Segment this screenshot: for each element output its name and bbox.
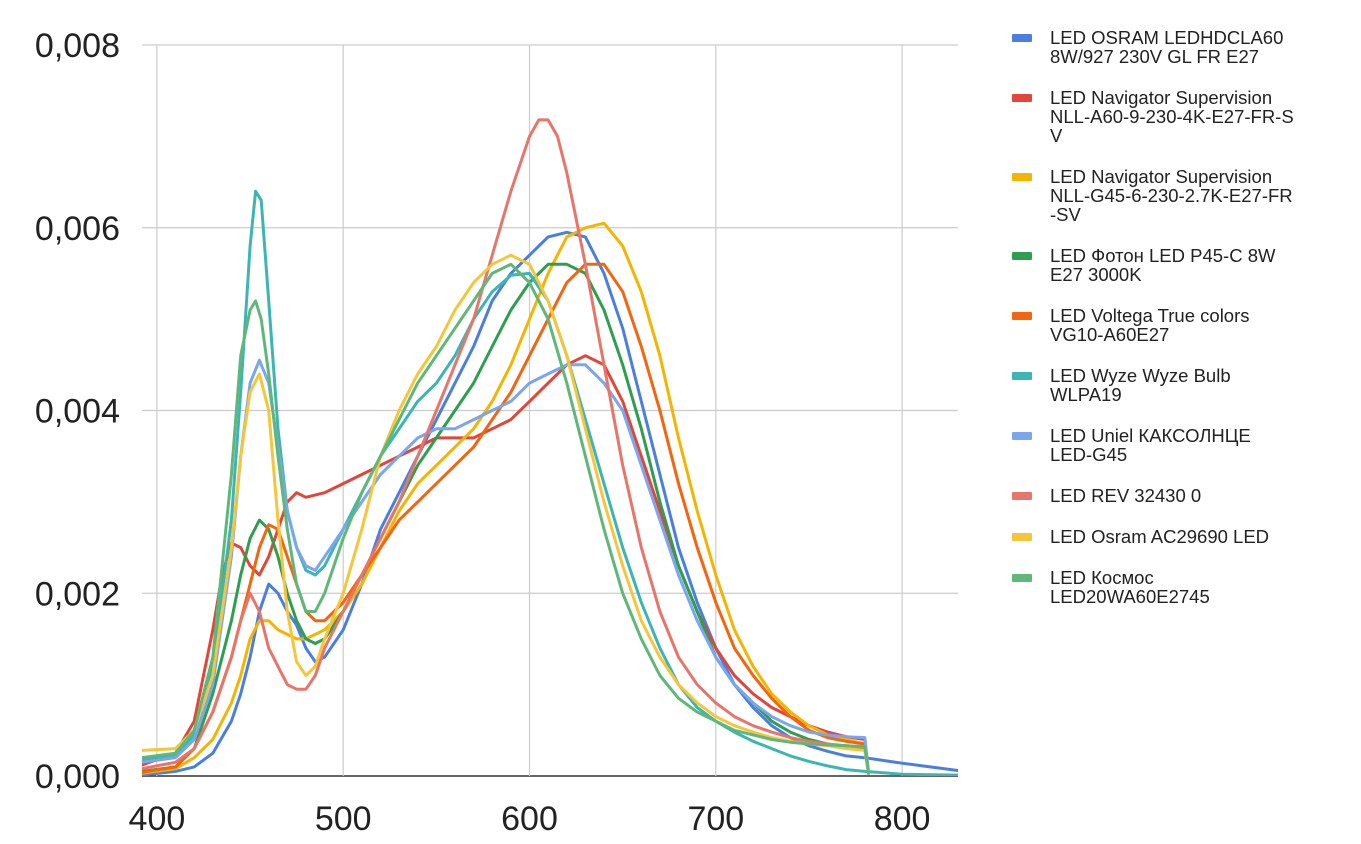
- legend-swatch: [1012, 312, 1032, 320]
- legend-swatch: [1012, 574, 1032, 582]
- grid-lines: [142, 44, 958, 777]
- legend-swatch: [1012, 252, 1032, 260]
- legend-label: LED OSRAM LEDHDCLA60: [1050, 27, 1283, 48]
- legend-label: NLL-G45-6-230-2.7K-E27-FR: [1050, 185, 1293, 206]
- legend-label: LED Osram AC29690 LED: [1050, 526, 1269, 547]
- legend-swatch: [1012, 94, 1032, 102]
- legend-swatch: [1012, 34, 1032, 42]
- series-line-9: [142, 253, 871, 775]
- series-line-6: [142, 189, 958, 776]
- legend-item-9[interactable]: LED Osram AC29690 LED: [1012, 526, 1269, 547]
- legend-label: LED Wyze Wyze Bulb: [1050, 365, 1231, 386]
- legend-item-8[interactable]: LED REV 32430 0: [1012, 485, 1201, 506]
- legend-label: NLL-A60-9-230-4K-E27-FR-S: [1050, 106, 1294, 127]
- y-tick-label: 0,000: [35, 758, 120, 796]
- legend-label: 8W/927 230V GL FR E27: [1050, 46, 1259, 67]
- legend-label: VG10-A60E27: [1050, 324, 1169, 345]
- legend-swatch: [1012, 173, 1032, 181]
- legend-label: V: [1050, 125, 1063, 146]
- legend-swatch: [1012, 533, 1032, 541]
- y-tick-label: 0,004: [35, 393, 120, 431]
- legend-label: LED Navigator Supervision: [1050, 166, 1272, 187]
- x-tick-label: 500: [315, 800, 372, 838]
- legend-label: LED Navigator Supervision: [1050, 87, 1272, 108]
- legend-label: LED Uniel КАКСОЛНЦЕ: [1050, 425, 1251, 446]
- legend-label: E27 3000K: [1050, 264, 1142, 285]
- legend-label: LED-G45: [1050, 444, 1127, 465]
- series-line-5: [142, 262, 871, 775]
- legend-swatch: [1012, 372, 1032, 380]
- legend-item-2[interactable]: LED Navigator SupervisionNLL-A60-9-230-4…: [1012, 87, 1294, 146]
- series-line-7: [142, 358, 871, 775]
- axis-tick-labels: 0,000 0,002 0,004 0,006 0,008 400 500 600 700 800: [35, 27, 931, 838]
- legend-swatch: [1012, 432, 1032, 440]
- legend-swatch: [1012, 492, 1032, 500]
- legend-label: LED Фотон LED P45-C 8W: [1050, 245, 1276, 266]
- x-tick-label: 400: [129, 800, 186, 838]
- y-tick-label: 0,008: [35, 27, 120, 65]
- legend-label: LED REV 32430 0: [1050, 485, 1201, 506]
- legend-label: LED Voltega True colors: [1050, 305, 1250, 326]
- x-tick-label: 800: [874, 800, 931, 838]
- legend-label: -SV: [1050, 204, 1082, 225]
- x-tick-label: 600: [501, 800, 558, 838]
- x-tick-label: 700: [687, 800, 744, 838]
- series-lines: [142, 118, 958, 776]
- series-line-8: [142, 118, 871, 775]
- legend-label: LED Космос: [1050, 567, 1154, 588]
- y-tick-label: 0,002: [35, 575, 120, 613]
- legend-label: LED20WA60E2745: [1050, 586, 1210, 607]
- series-line-10: [142, 262, 871, 775]
- legend-label: WLPA19: [1050, 384, 1122, 405]
- y-tick-label: 0,006: [35, 210, 120, 248]
- legend-item-3[interactable]: LED Navigator SupervisionNLL-G45-6-230-2…: [1012, 166, 1293, 225]
